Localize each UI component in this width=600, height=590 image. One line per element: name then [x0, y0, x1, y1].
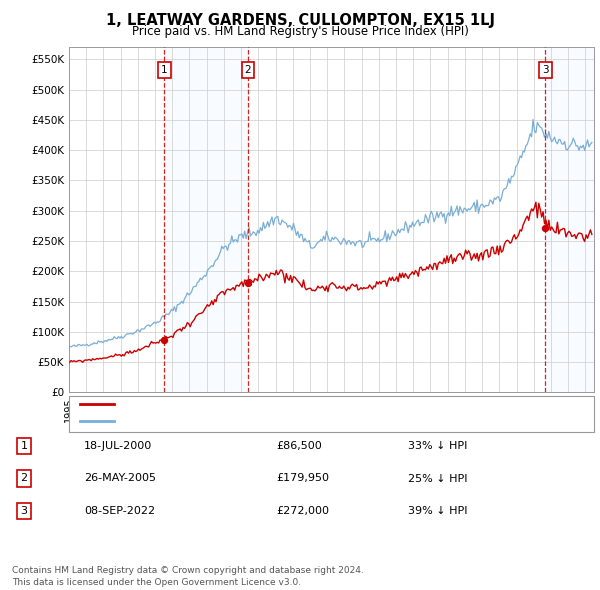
Text: 39% ↓ HPI: 39% ↓ HPI: [408, 506, 467, 516]
Text: 33% ↓ HPI: 33% ↓ HPI: [408, 441, 467, 451]
Point: [243, 278, 253, 288]
Text: 2: 2: [245, 65, 251, 74]
Point: [160, 335, 169, 345]
Bar: [164, 47, 248, 392]
Text: 3: 3: [542, 65, 549, 74]
Text: Price paid vs. HM Land Registry's House Price Index (HPI): Price paid vs. HM Land Registry's House …: [131, 25, 469, 38]
Text: 1, LEATWAY GARDENS, CULLOMPTON, EX15 1LJ: 1, LEATWAY GARDENS, CULLOMPTON, EX15 1LJ: [106, 13, 494, 28]
Text: 1: 1: [161, 65, 168, 74]
Text: 08-SEP-2022: 08-SEP-2022: [84, 506, 155, 516]
Text: Contains HM Land Registry data © Crown copyright and database right 2024.
This d: Contains HM Land Registry data © Crown c…: [12, 566, 364, 587]
Text: HPI: Average price, detached house, Mid Devon: HPI: Average price, detached house, Mid …: [120, 417, 368, 426]
Text: £86,500: £86,500: [276, 441, 322, 451]
Text: 2: 2: [20, 474, 28, 483]
Text: 1: 1: [20, 441, 28, 451]
Text: 18-JUL-2000: 18-JUL-2000: [84, 441, 152, 451]
Bar: [545, 47, 594, 392]
Text: 3: 3: [20, 506, 28, 516]
Text: £179,950: £179,950: [276, 474, 329, 483]
Text: 26-MAY-2005: 26-MAY-2005: [84, 474, 156, 483]
Text: 1, LEATWAY GARDENS, CULLOMPTON, EX15 1LJ (detached house): 1, LEATWAY GARDENS, CULLOMPTON, EX15 1LJ…: [120, 399, 460, 408]
Text: £272,000: £272,000: [276, 506, 329, 516]
Point: [541, 223, 550, 232]
Text: 25% ↓ HPI: 25% ↓ HPI: [408, 474, 467, 483]
